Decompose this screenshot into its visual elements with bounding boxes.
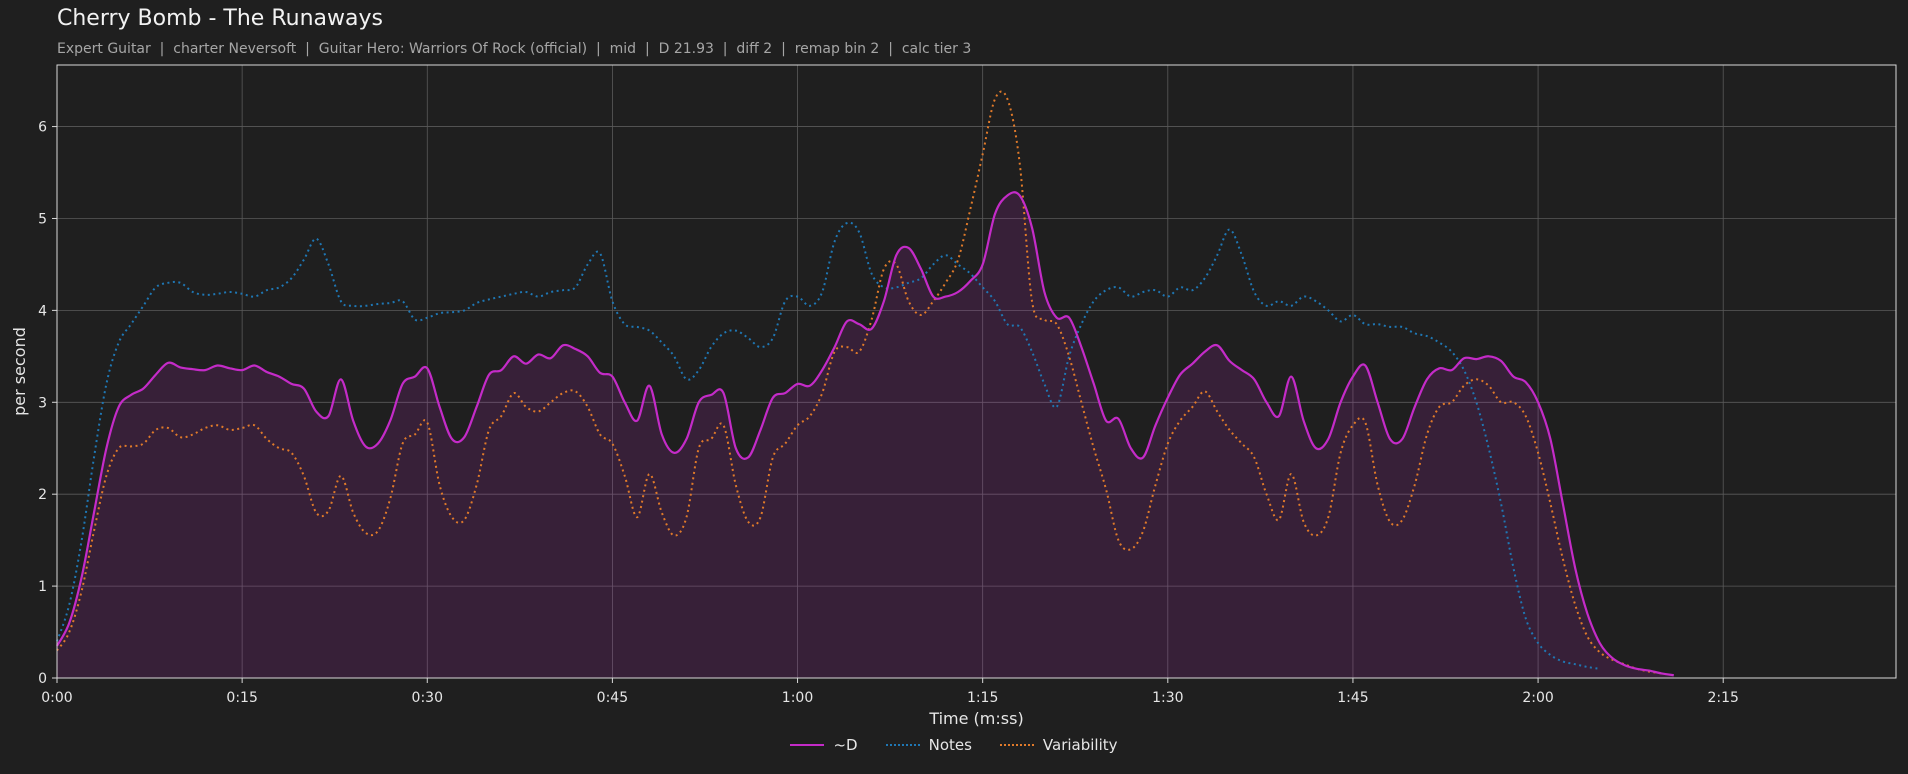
axis-ticks: 0:00 0:15 0:30 0:45 1:00 1:15 1:30 1:45 2:00 2:15… [38, 120, 1739, 706]
x-tick-label: 1:00 [782, 690, 813, 706]
x-tick-label: 2:15 [1707, 690, 1738, 706]
legend-item-d: ~D [790, 736, 858, 754]
series-layer [56, 90, 1674, 678]
series-line-variability [56, 90, 1662, 675]
y-tick-label: 3 [38, 395, 47, 411]
y-tick-label: 0 [38, 671, 47, 687]
y-tick-label: 5 [38, 211, 47, 227]
y-tick-label: 6 [38, 120, 47, 136]
y-tick-label: 4 [38, 303, 47, 319]
legend-label-variability: Variability [1042, 736, 1118, 754]
legend-item-variability: Variability [999, 736, 1118, 754]
series-area-fill [57, 192, 1674, 678]
y-axis-label: per second [10, 327, 29, 416]
series-line-d [56, 191, 1674, 677]
series-line-notes [56, 221, 1600, 670]
legend-swatch-notes [885, 744, 920, 746]
y-tick-label: 1 [38, 579, 47, 595]
legend-label-d: ~D [833, 736, 858, 754]
legend-label-notes: Notes [928, 736, 972, 754]
x-tick-label: 0:30 [412, 690, 443, 706]
x-tick-label: 1:30 [1152, 690, 1183, 706]
legend-item-notes: Notes [885, 736, 972, 754]
legend-swatch-d [790, 744, 825, 746]
legend-swatch-variability [999, 744, 1034, 746]
x-tick-label: 0:15 [226, 690, 257, 706]
x-tick-label: 1:45 [1337, 690, 1368, 706]
plot-frame [56, 64, 1897, 679]
x-axis-label: Time (m:ss) [928, 709, 1023, 728]
grid-lines [56, 65, 1896, 678]
y-tick-label: 2 [38, 487, 47, 503]
chart-title: Cherry Bomb - The Runaways [57, 6, 383, 31]
x-tick-label: 0:00 [41, 690, 72, 706]
x-tick-label: 0:45 [597, 690, 628, 706]
x-tick-label: 1:15 [967, 690, 998, 706]
x-tick-label: 2:00 [1522, 690, 1553, 706]
legend: ~D Notes Variability [0, 736, 1908, 754]
chart-subtitle: Expert Guitar | charter Neversoft | Guit… [57, 41, 972, 57]
